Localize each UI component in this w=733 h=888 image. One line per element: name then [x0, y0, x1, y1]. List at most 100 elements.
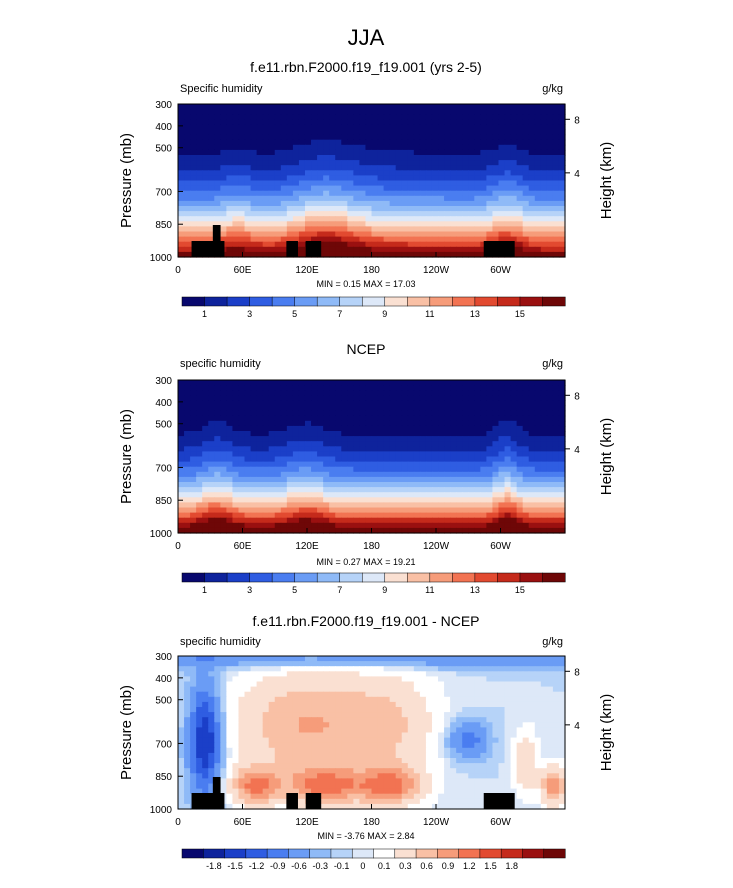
heatmap-cell [492, 717, 500, 723]
heatmap-cell [304, 436, 312, 442]
heatmap-cell [371, 691, 379, 698]
heatmap-cell [292, 701, 300, 708]
heatmap-cell [383, 104, 391, 110]
heatmap-cell [347, 522, 354, 529]
heatmap-cell [456, 251, 463, 258]
heatmap-field [178, 380, 566, 534]
heatmap-cell [401, 124, 409, 131]
heatmap-cell [304, 226, 312, 233]
heatmap-cell [196, 385, 203, 391]
heatmap-cell [510, 512, 518, 519]
heatmap-cell [444, 170, 451, 176]
heatmap-cell [450, 492, 457, 498]
heatmap-cell [552, 155, 560, 161]
heatmap-cell [317, 712, 324, 718]
heatmap-cell [329, 492, 336, 498]
heatmap-cell [317, 134, 324, 141]
heatmap-cell [395, 251, 403, 258]
heatmap-cell [262, 144, 270, 151]
heatmap-cell [335, 200, 342, 207]
heatmap-cell [184, 476, 191, 483]
heatmap-cell [377, 691, 385, 698]
heatmap-cell [286, 466, 294, 473]
heatmap-cell [353, 251, 361, 258]
heatmap-cell [558, 712, 566, 718]
heatmap-cell [196, 466, 203, 473]
heatmap-cell [528, 712, 536, 718]
heatmap-cell [534, 701, 542, 708]
heatmap-cell [486, 456, 494, 463]
heatmap-cell [516, 200, 524, 207]
heatmap-cell [304, 701, 312, 708]
heatmap-cell [208, 461, 215, 468]
heatmap-cell [462, 456, 469, 463]
heatmap-cell [286, 691, 294, 698]
heatmap-cell [407, 155, 415, 161]
heatmap-cell [468, 114, 475, 120]
heatmap-cell [407, 160, 415, 166]
heatmap-cell [510, 420, 518, 427]
heatmap-cell [480, 195, 487, 202]
heatmap-cell [516, 390, 524, 396]
heatmap-cell [178, 200, 185, 207]
heatmap-cell [462, 707, 469, 713]
heatmap-cell [286, 129, 294, 136]
heatmap-cell [401, 211, 409, 217]
heatmap-cell [522, 180, 530, 187]
heatmap-cell [196, 482, 203, 488]
heatmap-cell [456, 691, 463, 698]
heatmap-cell [431, 696, 439, 703]
heatmap-cell [341, 175, 348, 182]
heatmap-cell [353, 492, 361, 498]
heatmap-cell [395, 165, 403, 171]
heatmap-cell [353, 109, 361, 115]
heatmap-cell [178, 727, 185, 734]
heatmap-cell [480, 661, 487, 667]
heatmap-cell [510, 707, 518, 713]
heatmap-cell [407, 134, 415, 141]
heatmap-cell [401, 226, 409, 233]
heatmap-cell [395, 200, 403, 207]
heatmap-cell [389, 415, 397, 422]
heatmap-cell [486, 681, 494, 688]
heatmap-cell [329, 717, 336, 723]
heatmap-cell [450, 461, 457, 468]
heatmap-cell [522, 727, 530, 734]
heatmap-cell [462, 512, 469, 519]
heatmap-cell [196, 522, 203, 529]
heatmap-cell [540, 425, 548, 432]
heatmap-cell [220, 686, 227, 693]
heatmap-cell [178, 195, 185, 202]
heatmap-cell [292, 175, 300, 182]
heatmap-cell [365, 251, 373, 258]
heatmap-cell [280, 701, 288, 708]
heatmap-cell [292, 446, 300, 452]
heatmap-cell [474, 246, 481, 253]
heatmap-cell [256, 231, 264, 238]
heatmap-cell [413, 431, 421, 437]
colorbar-swatch [316, 296, 341, 307]
heatmap-cell [329, 681, 336, 688]
heatmap-cell [256, 701, 264, 708]
heatmap-cell [359, 149, 367, 156]
heatmap-cell [286, 446, 294, 452]
heatmap-cell [546, 420, 554, 427]
heatmap-cell [347, 722, 354, 728]
heatmap-cell [498, 216, 506, 222]
heatmap-cell [365, 681, 373, 688]
heatmap-cell [286, 144, 294, 151]
heatmap-cell [323, 251, 330, 258]
heatmap-cell [371, 502, 379, 509]
heatmap-cell [395, 185, 403, 192]
heatmap-cell [202, 482, 209, 488]
heatmap-cell [335, 691, 342, 698]
heatmap-cell [190, 691, 197, 698]
heatmap-cell [190, 415, 197, 422]
heatmap-cell [311, 129, 318, 136]
heatmap-cell [341, 717, 348, 723]
heatmap-cell [407, 681, 415, 688]
heatmap-cell [558, 661, 566, 667]
heatmap-cell [504, 129, 512, 136]
heatmap-cell [304, 661, 312, 667]
heatmap-cell [286, 160, 294, 166]
